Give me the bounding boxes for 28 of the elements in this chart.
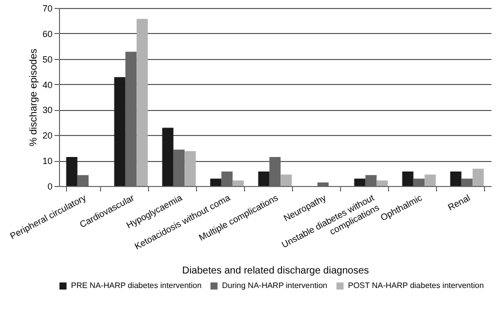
bar	[424, 174, 436, 186]
bar	[280, 174, 292, 186]
bar	[232, 180, 244, 186]
legend-label: PRE NA-HARP diabetes intervention	[71, 281, 202, 290]
bar	[472, 168, 484, 186]
y-tick-label: 70	[42, 4, 52, 14]
y-tick-label: 50	[42, 54, 52, 64]
bar	[376, 180, 388, 186]
y-tick-label: 10	[42, 156, 52, 166]
y-tick-label: 30	[42, 105, 52, 116]
bar	[258, 172, 270, 186]
y-tick-label: 0	[47, 182, 52, 192]
y-tick-label: 40	[42, 80, 52, 90]
legend-label: During NA-HARP intervention	[222, 281, 328, 290]
bar	[450, 172, 462, 186]
bar	[402, 172, 414, 186]
x-axis-title: Diabetes and related discharge diagnoses	[182, 266, 369, 277]
bar	[210, 178, 222, 186]
bar	[184, 151, 196, 186]
bar	[66, 157, 78, 186]
bar	[162, 128, 174, 186]
bar	[136, 18, 148, 186]
y-tick-label: 20	[42, 130, 52, 141]
bar	[114, 77, 126, 186]
bar	[354, 178, 366, 186]
legend-label: POST NA-HARP diabetes intervention	[348, 281, 484, 290]
y-axis-title: % discharge episodes	[28, 48, 40, 146]
y-tick-label: 60	[42, 28, 52, 39]
